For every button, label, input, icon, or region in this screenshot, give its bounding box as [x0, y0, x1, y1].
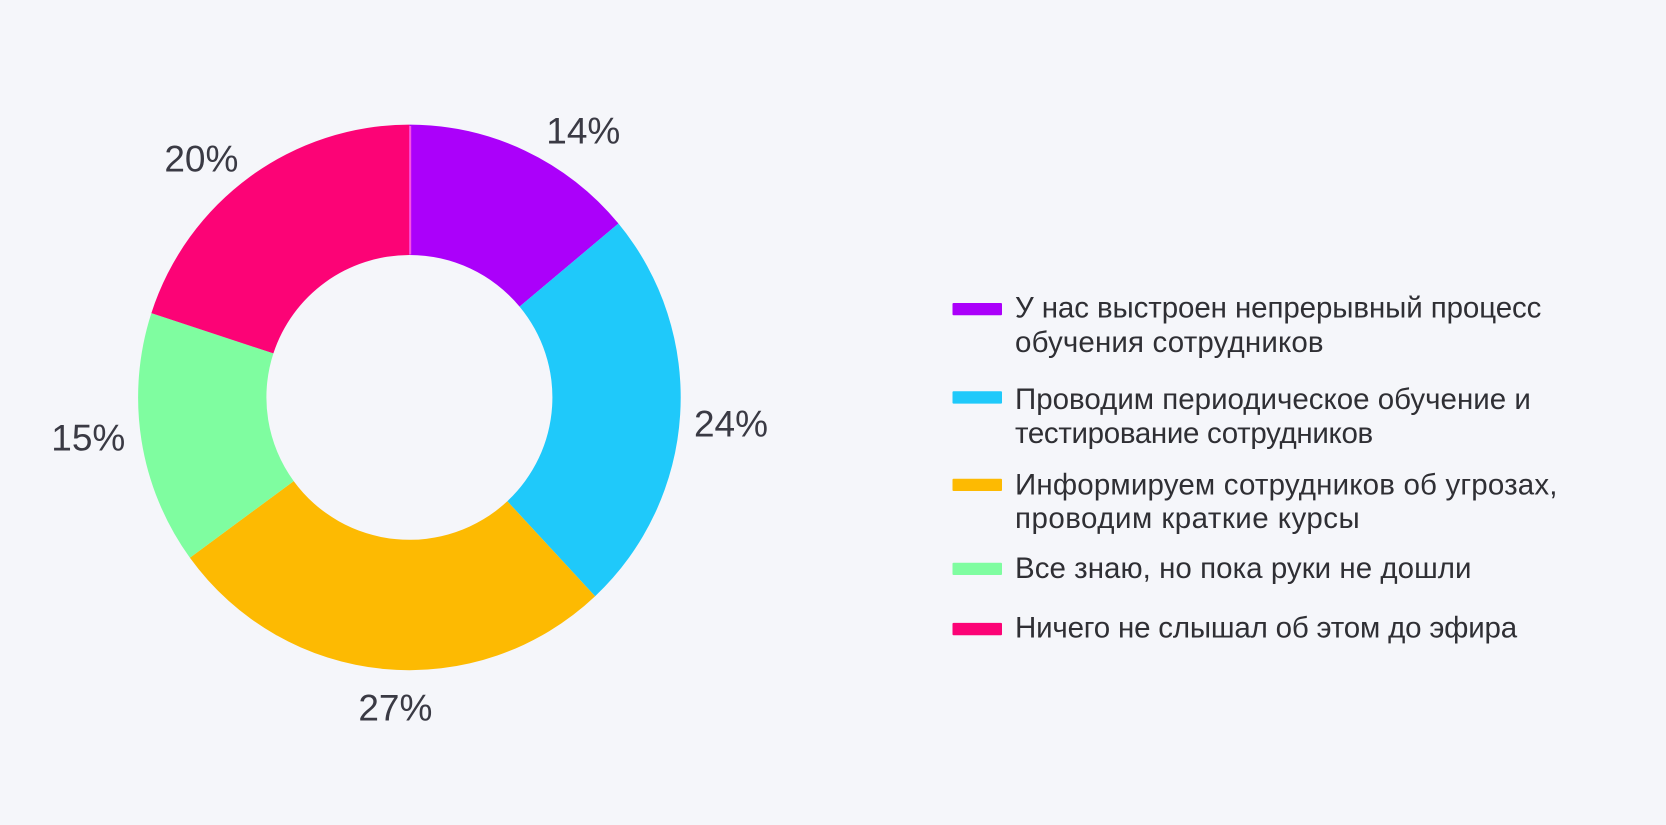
- svg-text:Все знаю, но пока руки не дошл: Все знаю, но пока руки не дошли: [1015, 552, 1472, 585]
- svg-text:Проводим периодическое обучени: Проводим периодическое обучение и: [1015, 383, 1531, 416]
- svg-text:24%: 24%: [694, 403, 768, 444]
- svg-text:У нас выстроен непрерывный про: У нас выстроен непрерывный процесс: [1015, 292, 1541, 325]
- svg-text:15%: 15%: [51, 418, 125, 459]
- svg-text:тестирование сотрудников: тестирование сотрудников: [1015, 417, 1373, 450]
- svg-text:проводим краткие курсы: проводим краткие курсы: [1015, 502, 1360, 535]
- svg-text:Информируем сотрудников об угр: Информируем сотрудников об угрозах,: [1015, 469, 1558, 502]
- svg-text:14%: 14%: [546, 111, 620, 152]
- svg-text:Ничего не слышал об этом до эф: Ничего не слышал об этом до эфира: [1015, 612, 1518, 645]
- svg-text:27%: 27%: [358, 688, 432, 729]
- svg-text:обучения сотрудников: обучения сотрудников: [1015, 326, 1324, 359]
- svg-text:20%: 20%: [164, 139, 238, 180]
